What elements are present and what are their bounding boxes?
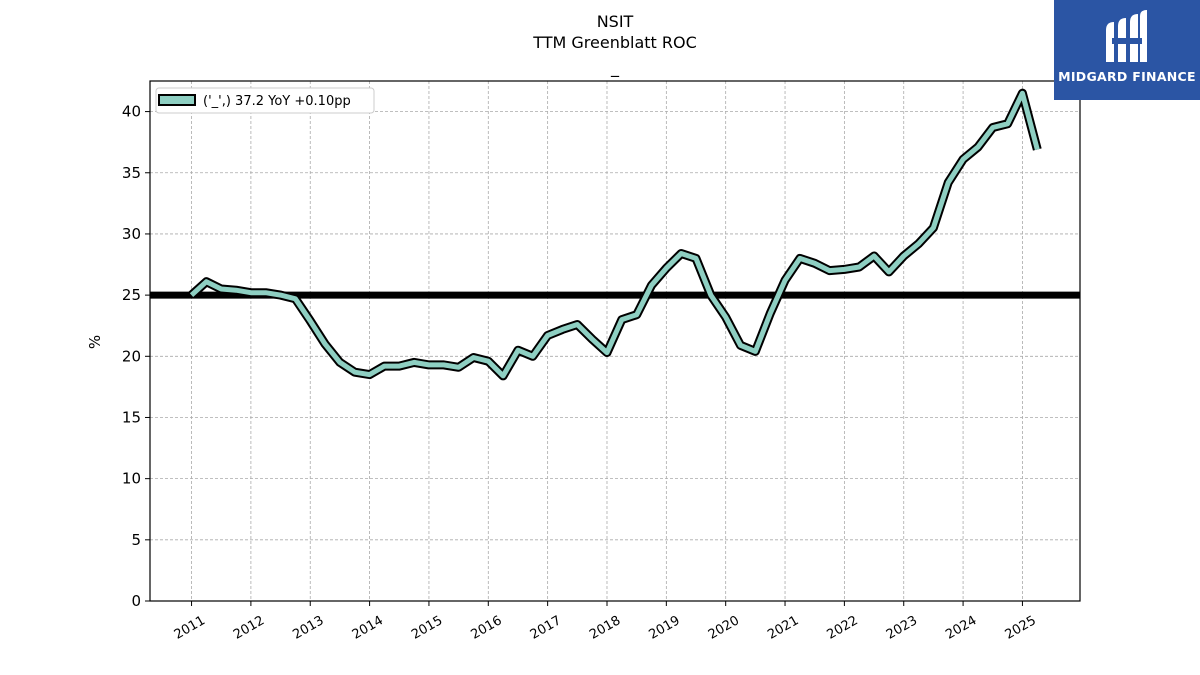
- x-tick-label: 2016: [468, 613, 504, 643]
- x-tick-label: 2023: [884, 613, 920, 643]
- y-tick-label: 5: [131, 531, 141, 549]
- logo-mark-icon: [1106, 10, 1147, 62]
- legend: ('_',) 37.2 YoY +0.10pp: [155, 87, 375, 114]
- y-axis-label: %: [86, 335, 104, 349]
- x-tick-label: 2019: [647, 613, 683, 643]
- legend-swatch: [158, 94, 196, 106]
- x-tick-label: 2021: [765, 613, 801, 643]
- series-line: [189, 90, 1040, 379]
- y-tick-label: 40: [122, 103, 141, 121]
- chart-title: NSIT: [596, 12, 634, 31]
- series-layer: [188, 88, 1042, 381]
- grid-lines: [150, 81, 1080, 602]
- brand-logo: MIDGARD FINANCE: [1054, 0, 1200, 100]
- y-tick-label: 15: [122, 408, 141, 426]
- x-tick-label: 2012: [231, 613, 267, 643]
- y-tick-label: 20: [122, 347, 141, 365]
- y-tick-label: 0: [131, 592, 141, 610]
- legend-entry: ('_',) 37.2 YoY +0.10pp: [203, 94, 351, 109]
- chart-subtitle-2: _: [611, 58, 619, 77]
- x-tick-label: 2024: [943, 613, 979, 643]
- x-tick-label: 2025: [1003, 613, 1039, 643]
- x-tick-label: 2013: [290, 613, 326, 643]
- x-tick-label: 2017: [528, 613, 564, 643]
- y-axis: 0 5 10 15 20 25 30 35 40: [122, 103, 150, 610]
- x-tick-label: 2011: [172, 613, 208, 643]
- brand-name: MIDGARD FINANCE: [1058, 69, 1196, 84]
- y-tick-label: 35: [122, 164, 141, 182]
- y-tick-label: 10: [122, 470, 141, 488]
- plot-frame: [149, 80, 1081, 602]
- x-tick-label: 2018: [587, 613, 623, 643]
- x-axis: 2011 2012 2013 2014 2015 2016 2017 2018 2019 2020…: [172, 601, 1039, 643]
- y-tick-label: 25: [122, 286, 141, 304]
- x-tick-label: 2020: [706, 613, 742, 643]
- x-tick-label: 2015: [409, 613, 445, 643]
- y-tick-label: 30: [122, 225, 141, 243]
- legend-box: [155, 87, 375, 114]
- chart-subtitle: TTM Greenblatt ROC: [533, 33, 697, 52]
- x-tick-label: 2014: [350, 613, 386, 643]
- x-tick-label: 2022: [825, 613, 861, 643]
